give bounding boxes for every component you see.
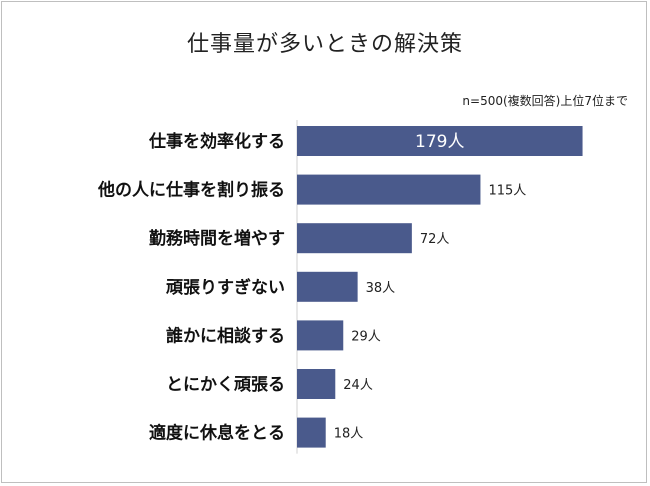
bar-5: [297, 369, 336, 399]
value-label-6: 18人: [334, 427, 364, 442]
value-label-2: 72人: [420, 232, 450, 247]
category-label-2: 勤務時間を増やす: [149, 228, 285, 249]
value-label-4: 29人: [351, 329, 381, 344]
value-label-1: 115人: [488, 184, 526, 199]
category-label-5: とにかく頑張る: [166, 375, 285, 395]
bar-4: [297, 320, 344, 351]
value-label-3: 38人: [366, 281, 396, 296]
bar-1: [297, 174, 481, 205]
category-label-6: 適度に休息をとる: [149, 423, 285, 444]
category-label-0: 仕事を効率化する: [148, 131, 285, 152]
category-label-4: 誰かに相談する: [166, 325, 285, 346]
value-label-0: 179人: [415, 132, 464, 152]
chart-title: 仕事量が多いときの解決策: [186, 32, 463, 57]
sample-note: n=500(複数回答)上位7位まで: [462, 94, 628, 108]
category-label-3: 頑張りすぎない: [165, 277, 285, 298]
value-label-5: 24人: [343, 378, 373, 393]
bar-2: [297, 223, 412, 254]
bar-6: [297, 417, 326, 448]
bar-0: [297, 126, 583, 156]
category-label-1: 他の人に仕事を割り振る: [97, 180, 285, 201]
bar-3: [297, 271, 358, 302]
